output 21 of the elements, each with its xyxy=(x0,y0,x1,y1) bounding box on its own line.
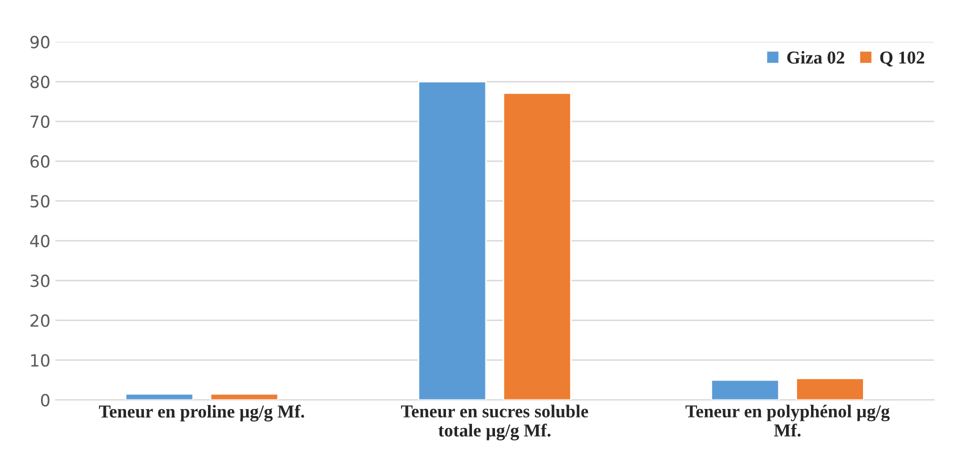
y-tick-label: 80 xyxy=(30,76,50,88)
y-tick-label: 20 xyxy=(30,314,50,327)
bar xyxy=(502,92,572,400)
bar xyxy=(210,393,279,400)
bar xyxy=(124,393,194,400)
bar xyxy=(796,378,864,400)
bar xyxy=(418,80,487,400)
x-tick-label: Teneur en sucres soluble totale µg/g Mf. xyxy=(401,404,588,440)
x-tick-label: Teneur en proline µg/g Mf. xyxy=(98,404,304,422)
y-tick-label: 40 xyxy=(30,234,50,248)
bar xyxy=(710,379,780,400)
y-tick-label: 60 xyxy=(30,155,50,168)
y-tick-label: 10 xyxy=(31,354,50,367)
y-tick-label: 90 xyxy=(30,36,50,48)
legend-label: Q 102 xyxy=(880,52,924,66)
y-tick-label: 50 xyxy=(30,194,50,208)
legend-label: Giza 02 xyxy=(787,50,844,64)
y-tick-label: 70 xyxy=(30,115,50,128)
x-tick-label: Teneur en polyphénol µg/g Mf. xyxy=(686,404,890,437)
y-tick-label: 30 xyxy=(30,274,50,288)
y-tick-label: 0 xyxy=(41,394,50,406)
